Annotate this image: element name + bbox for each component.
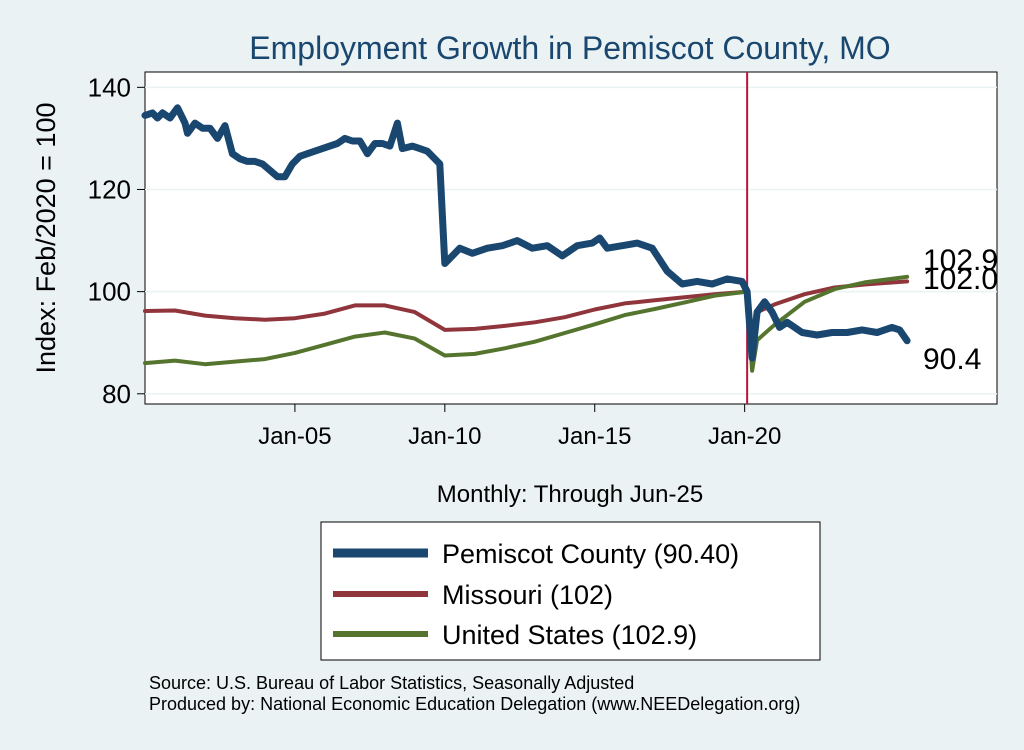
y-axis: 80 100 120 140: [88, 72, 145, 409]
series-end-label: 102.9: [923, 244, 998, 277]
series-lines: [141, 104, 911, 373]
source-note: Source: U.S. Bureau of Labor Statistics,…: [149, 673, 634, 693]
x-tick-label: Jan-05: [258, 423, 331, 450]
y-tick-label: 120: [88, 174, 131, 204]
series-line: [141, 104, 911, 362]
x-tick-label: Jan-20: [708, 423, 781, 450]
legend-label: Missouri (102): [442, 580, 613, 610]
x-tick-label: Jan-15: [558, 423, 631, 450]
y-tick-label: 100: [88, 277, 131, 307]
series-end-label: 90.4: [923, 343, 981, 376]
legend: Pemiscot County (90.40) Missouri (102) Uni…: [320, 521, 821, 661]
legend-items: Pemiscot County (90.40) Missouri (102) Uni…: [333, 539, 739, 650]
x-axis-label: Monthly: Through Jun-25: [437, 481, 703, 508]
series-line: [143, 274, 910, 373]
chart-title: Employment Growth in Pemiscot County, MO: [249, 30, 890, 66]
x-axis: Jan-05 Jan-10 Jan-15 Jan-20: [258, 404, 781, 450]
series-end-label: 102.0: [923, 263, 998, 296]
y-tick-label: 80: [102, 379, 131, 409]
y-axis-label: Index: Feb/2020 = 100: [31, 103, 61, 374]
y-tick-label: 140: [88, 72, 131, 102]
legend-label: Pemiscot County (90.40): [442, 539, 739, 569]
produced-note: Produced by: National Economic Education…: [149, 694, 800, 714]
x-tick-label: Jan-10: [408, 423, 481, 450]
grid: [145, 86, 997, 395]
plot-area: [144, 71, 998, 405]
legend-label: United States (102.9): [442, 620, 697, 650]
